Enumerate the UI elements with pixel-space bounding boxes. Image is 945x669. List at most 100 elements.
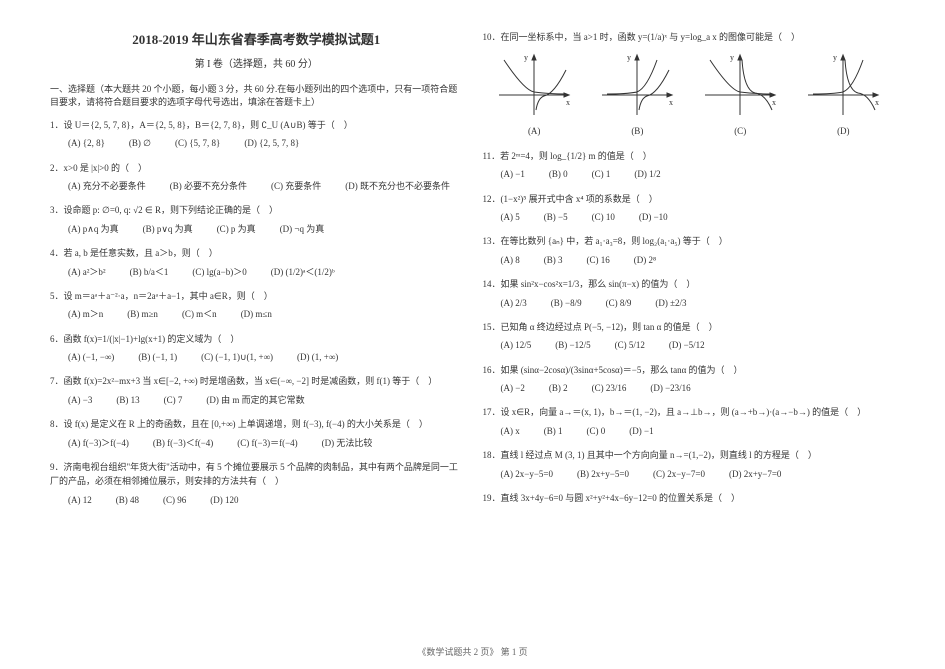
q14-opt-c: (C) 8/9: [606, 296, 632, 310]
q10-graph-c: x y: [700, 50, 780, 120]
q16-opt-a: (A) −2: [501, 381, 525, 395]
svg-text:x: x: [875, 98, 879, 107]
question-17: 17．设 x∈R，向量 a→＝(x, 1)，b→＝(1, −2)，且 a→⊥b→…: [483, 405, 896, 438]
q1-opt-c: (C) {5, 7, 8}: [175, 136, 220, 150]
q10-label-b: (B): [631, 124, 643, 138]
q19-stem: 19．直线 3x+4y−6=0 与圆 x²+y²+4x−6y−12=0 的位置关…: [483, 491, 896, 505]
page-footer: 《数学试题共 2 页》 第 1 页: [0, 645, 945, 659]
q6-options: (A) (−1, −∞) (B) (−1, 1) (C) (−1, 1)∪(1,…: [50, 350, 463, 364]
q14-opt-b: (B) −8/9: [551, 296, 582, 310]
right-column: 10．在同一坐标系中，当 a>1 时，函数 y=(1/a)ˣ 与 y=log_a…: [473, 30, 906, 649]
q3-opt-b: (B) p∨q 为真: [143, 222, 193, 236]
q6-opt-c: (C) (−1, 1)∪(1, +∞): [201, 350, 273, 364]
q17-options: (A) x (B) 1 (C) 0 (D) −1: [483, 424, 896, 438]
q15-stem: 15．已知角 α 终边经过点 P(−5, −12)，则 tan α 的值是（ ）: [483, 320, 896, 334]
q10-label-c: (C): [734, 124, 746, 138]
q14-options: (A) 2/3 (B) −8/9 (C) 8/9 (D) ±2/3: [483, 296, 896, 310]
q4-opt-c: (C) lg(a−b)＞0: [192, 265, 246, 279]
q18-opt-d: (D) 2x+y−7=0: [729, 467, 781, 481]
question-1: 1．设 U＝{2, 5, 7, 8}，A＝{2, 5, 8}，B＝{2, 7, …: [50, 118, 463, 151]
q16-opt-d: (D) −23/16: [650, 381, 690, 395]
q6-opt-a: (A) (−1, −∞): [68, 350, 114, 364]
q12-opt-a: (A) 5: [501, 210, 520, 224]
q2-opt-c: (C) 充要条件: [271, 179, 321, 193]
q14-opt-d: (D) ±2/3: [655, 296, 686, 310]
q8-opt-d: (D) 无法比较: [322, 436, 373, 450]
question-11: 11．若 2ᵐ=4，则 log_{1/2} m 的值是（ ） (A) −1 (B…: [483, 149, 896, 182]
q1-options: (A) {2, 8} (B) ∅ (C) {5, 7, 8} (D) {2, 5…: [50, 136, 463, 150]
section-subtitle: 第 I 卷（选择题，共 60 分）: [50, 57, 463, 73]
q5-opt-d: (D) m≤n: [241, 307, 272, 321]
q2-opt-d: (D) 既不充分也不必要条件: [345, 179, 450, 193]
q14-stem: 14．如果 sin²x−cos²x=1/3，那么 sin(π−x) 的值为（ ）: [483, 277, 896, 291]
q4-opt-b: (B) b/a＜1: [130, 265, 169, 279]
q16-opt-c: (C) 23/16: [592, 381, 627, 395]
q17-opt-a: (A) x: [501, 424, 520, 438]
svg-text:x: x: [669, 98, 673, 107]
q9-stem: 9．济南电视台组织"年货大街"活动中，有 5 个摊位要展示 5 个品牌的肉制品，…: [50, 460, 463, 489]
q17-opt-b: (B) 1: [544, 424, 563, 438]
q4-options: (A) a²＞b² (B) b/a＜1 (C) lg(a−b)＞0 (D) (1…: [50, 265, 463, 279]
q10-stem: 10．在同一坐标系中，当 a>1 时，函数 y=(1/a)ˣ 与 y=log_a…: [483, 30, 896, 44]
q5-opt-a: (A) m＞n: [68, 307, 103, 321]
question-9: 9．济南电视台组织"年货大街"活动中，有 5 个摊位要展示 5 个品牌的肉制品，…: [50, 460, 463, 507]
q16-opt-b: (B) 2: [549, 381, 568, 395]
svg-text:y: y: [627, 53, 631, 62]
q17-opt-c: (C) 0: [587, 424, 606, 438]
question-6: 6．函数 f(x)=1/(|x|−1)+lg(x+1) 的定义域为（ ） (A)…: [50, 332, 463, 365]
q15-opt-d: (D) −5/12: [669, 338, 705, 352]
q13-opt-d: (D) 2⁸: [634, 253, 656, 267]
q7-opt-c: (C) 7: [164, 393, 183, 407]
q18-options: (A) 2x−y−5=0 (B) 2x+y−5=0 (C) 2x−y−7=0 (…: [483, 467, 896, 481]
q5-opt-b: (B) m≥n: [127, 307, 158, 321]
q3-opt-c: (C) p 为真: [217, 222, 256, 236]
q8-options: (A) f(−3)＞f(−4) (B) f(−3)＜f(−4) (C) f(−3…: [50, 436, 463, 450]
left-column: 2018-2019 年山东省春季高考数学模拟试题1 第 I 卷（选择题，共 60…: [40, 30, 473, 649]
exam-title: 2018-2019 年山东省春季高考数学模拟试题1: [50, 30, 463, 51]
q12-opt-d: (D) −10: [639, 210, 668, 224]
q1-opt-b: (B) ∅: [129, 136, 151, 150]
q10-label-d: (D): [837, 124, 850, 138]
svg-text:y: y: [833, 53, 837, 62]
question-15: 15．已知角 α 终边经过点 P(−5, −12)，则 tan α 的值是（ ）…: [483, 320, 896, 353]
q10-graph-b: x y: [597, 50, 677, 120]
q2-opt-a: (A) 充分不必要条件: [68, 179, 146, 193]
q1-stem: 1．设 U＝{2, 5, 7, 8}，A＝{2, 5, 8}，B＝{2, 7, …: [50, 118, 463, 132]
q16-stem: 16．如果 (sinα−2cosα)/(3sinα+5cosα)＝−5，那么 t…: [483, 363, 896, 377]
q5-stem: 5．设 m＝aᵃ＋a⁻²·a，n＝2aᵃ＋a−1，其中 a∈R，则（ ）: [50, 289, 463, 303]
q1-opt-a: (A) {2, 8}: [68, 136, 105, 150]
question-4: 4．若 a, b 是任意实数，且 a＞b，则（ ） (A) a²＞b² (B) …: [50, 246, 463, 279]
question-2: 2．x>0 是 |x|>0 的（ ） (A) 充分不必要条件 (B) 必要不充分…: [50, 161, 463, 194]
question-7: 7．函数 f(x)=2x²−mx+3 当 x∈[−2, +∞) 时是增函数，当 …: [50, 374, 463, 407]
q16-options: (A) −2 (B) 2 (C) 23/16 (D) −23/16: [483, 381, 896, 395]
q2-opt-b: (B) 必要不充分条件: [170, 179, 247, 193]
q11-opt-b: (B) 0: [549, 167, 568, 181]
q2-options: (A) 充分不必要条件 (B) 必要不充分条件 (C) 充要条件 (D) 既不充…: [50, 179, 463, 193]
svg-text:y: y: [524, 53, 528, 62]
question-8: 8．设 f(x) 是定义在 R 上的奇函数，且在 [0,+∞) 上单调递增，则 …: [50, 417, 463, 450]
q9-opt-a: (A) 12: [68, 493, 92, 507]
q12-stem: 12．(1−x²)⁵ 展开式中含 x⁴ 项的系数是（ ）: [483, 192, 896, 206]
q11-opt-d: (D) 1/2: [634, 167, 660, 181]
q15-opt-b: (B) −12/5: [555, 338, 590, 352]
q15-opt-a: (A) 12/5: [501, 338, 532, 352]
q17-opt-d: (D) −1: [629, 424, 653, 438]
q9-opt-b: (B) 48: [116, 493, 139, 507]
q8-stem: 8．设 f(x) 是定义在 R 上的奇函数，且在 [0,+∞) 上单调递增，则 …: [50, 417, 463, 431]
q11-opt-c: (C) 1: [592, 167, 611, 181]
q18-opt-b: (B) 2x+y−5=0: [577, 467, 629, 481]
q3-opt-a: (A) p∧q 为真: [68, 222, 119, 236]
q18-opt-a: (A) 2x−y−5=0: [501, 467, 553, 481]
q7-opt-d: (D) 由 m 而定的其它常数: [206, 393, 304, 407]
q13-stem: 13．在等比数列 {aₙ} 中，若 a₁·a₃=8，则 log₂(a₁·a₅) …: [483, 234, 896, 248]
q10-graph-d: x y: [803, 50, 883, 120]
question-14: 14．如果 sin²x−cos²x=1/3，那么 sin(π−x) 的值为（ ）…: [483, 277, 896, 310]
q13-options: (A) 8 (B) 3 (C) 16 (D) 2⁸: [483, 253, 896, 267]
q1-opt-d: (D) {2, 5, 7, 8}: [244, 136, 299, 150]
q5-options: (A) m＞n (B) m≥n (C) m＜n (D) m≤n: [50, 307, 463, 321]
q3-options: (A) p∧q 为真 (B) p∨q 为真 (C) p 为真 (D) ¬q 为真: [50, 222, 463, 236]
q9-opt-c: (C) 96: [163, 493, 186, 507]
q8-opt-b: (B) f(−3)＜f(−4): [153, 436, 213, 450]
q6-opt-b: (B) (−1, 1): [138, 350, 177, 364]
q10-graph-labels: (A) (B) (C) (D): [483, 124, 896, 138]
